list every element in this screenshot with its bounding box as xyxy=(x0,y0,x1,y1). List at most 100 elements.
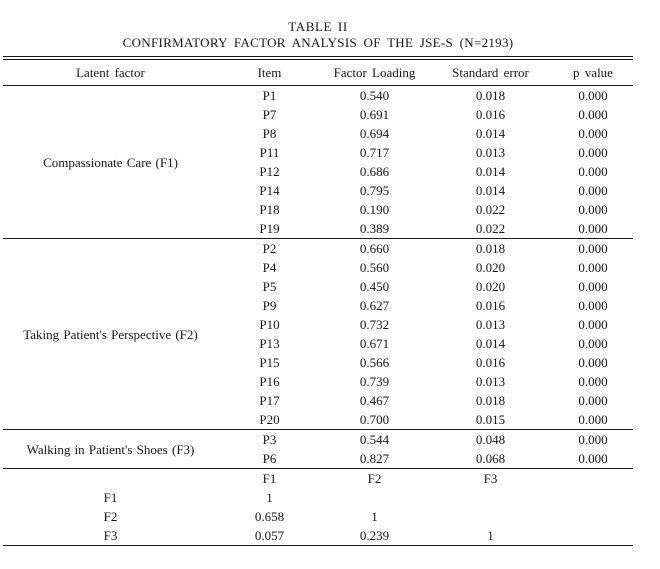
cell-p: 0.000 xyxy=(578,336,608,351)
cell-loading: 0.795 xyxy=(359,183,390,198)
cell-loading: 0.566 xyxy=(359,355,390,370)
cell-loading: 0.671 xyxy=(359,336,390,351)
cell-p: 0.000 xyxy=(578,393,608,408)
cell-loading: 0.467 xyxy=(359,393,390,408)
table-number: TABLE II xyxy=(288,19,348,34)
table-title: CONFIRMATORY FACTOR ANALYSIS OF THE JSE-… xyxy=(122,34,514,50)
cell-item: P6 xyxy=(262,451,277,466)
cell-se: 0.018 xyxy=(475,88,506,103)
table-row: P9 0.627 0.016 0.000 xyxy=(3,296,633,315)
cell-item: P8 xyxy=(262,126,277,141)
cell-p: 0.000 xyxy=(578,164,608,179)
table-caption: TABLE II CONFIRMATORY FACTOR ANALYSIS OF… xyxy=(3,19,633,51)
table-row: P17 0.467 0.018 0.000 xyxy=(3,391,633,410)
cell-loading: 0.389 xyxy=(359,221,390,236)
corr-cell: 1 xyxy=(487,528,494,543)
cell-p: 0.000 xyxy=(578,432,608,447)
col-header-factor-loading: Factor Loading xyxy=(321,58,428,86)
corr-header-row: F1 F2 F3 xyxy=(3,469,633,489)
cell-p: 0.000 xyxy=(578,183,608,198)
cell-p: 0.000 xyxy=(578,451,608,466)
cell-se: 0.018 xyxy=(475,241,506,256)
col-header-item: Item xyxy=(218,58,321,86)
table-row: Taking Patient's Perspective (F2) P2 0.6… xyxy=(3,239,633,340)
corr-col-header-f3: F3 xyxy=(483,471,498,486)
cell-p: 0.000 xyxy=(578,374,608,389)
cell-loading: 0.627 xyxy=(359,298,390,313)
col-header-latent-factor: Latent factor xyxy=(3,58,218,86)
table-row: P10 0.732 0.013 0.000 xyxy=(3,315,633,334)
table-row: Walking in Patient's Shoes (F3) P3 0.544… xyxy=(3,430,633,455)
correlation-matrix: F1 F2 F3 F1 1 F2 0.658 1 F3 0.05 xyxy=(3,468,633,546)
cell-item: P11 xyxy=(259,145,280,160)
cell-se: 0.014 xyxy=(475,164,506,179)
cell-p: 0.000 xyxy=(578,126,608,141)
group-label-f3: Walking in Patient's Shoes (F3) xyxy=(26,441,195,457)
corr-empty-cell xyxy=(3,469,218,489)
col-header-p-value: p value xyxy=(553,58,633,86)
cell-loading: 0.827 xyxy=(359,451,390,466)
group-f1: Compassionate Care (F1) P1 0.540 0.018 0… xyxy=(3,85,633,239)
corr-empty-cell xyxy=(553,469,633,489)
table-row: P6 0.827 0.068 0.000 xyxy=(3,449,633,469)
cell-se: 0.013 xyxy=(475,317,506,332)
table-row: P20 0.700 0.015 0.000 xyxy=(3,410,633,430)
group-label-f1: Compassionate Care (F1) xyxy=(43,154,178,170)
group-f3: Walking in Patient's Shoes (F3) P3 0.544… xyxy=(3,429,633,469)
cell-se: 0.016 xyxy=(475,355,506,370)
cell-loading: 0.450 xyxy=(359,279,390,294)
cell-p: 0.000 xyxy=(578,145,608,160)
cell-se: 0.020 xyxy=(475,279,506,294)
cell-se: 0.018 xyxy=(475,393,506,408)
group-label-f2: Taking Patient's Perspective (F2) xyxy=(23,326,198,342)
table-row: P4 0.560 0.020 0.000 xyxy=(3,258,633,277)
cell-item: P15 xyxy=(259,355,280,370)
corr-row: F1 1 xyxy=(3,488,633,507)
cell-p: 0.000 xyxy=(578,221,608,236)
corr-empty-cell xyxy=(553,526,633,546)
table-row: P16 0.739 0.013 0.000 xyxy=(3,372,633,391)
corr-col-header-f1: F1 xyxy=(262,471,277,486)
corr-col-header-f2: F2 xyxy=(367,471,382,486)
corr-cell xyxy=(428,488,553,507)
cell-se: 0.022 xyxy=(475,202,506,217)
cell-p: 0.000 xyxy=(578,317,608,332)
cell-se: 0.013 xyxy=(475,145,506,160)
cell-item: P3 xyxy=(262,432,277,447)
corr-cell: 0.658 xyxy=(254,509,285,524)
cell-loading: 0.691 xyxy=(359,107,390,122)
cell-item: P14 xyxy=(259,183,280,198)
corr-cell: 1 xyxy=(266,490,273,505)
cell-se: 0.048 xyxy=(475,432,506,447)
corr-cell: 0.239 xyxy=(359,528,390,543)
table-row: P19 0.389 0.022 0.000 xyxy=(3,219,633,239)
cell-loading: 0.660 xyxy=(359,241,390,256)
cell-loading: 0.717 xyxy=(359,145,390,160)
table-row: P13 0.671 0.014 0.000 xyxy=(3,334,633,353)
cell-item: P1 xyxy=(262,88,277,103)
cell-item: P13 xyxy=(259,336,280,351)
cell-item: P9 xyxy=(262,298,277,313)
cell-item: P2 xyxy=(262,241,277,256)
table-row: P11 0.717 0.013 0.000 xyxy=(3,143,633,162)
corr-cell: 0.057 xyxy=(254,528,285,543)
table-row: P5 0.450 0.020 0.000 xyxy=(3,277,633,296)
cell-se: 0.014 xyxy=(475,183,506,198)
cell-item: P7 xyxy=(262,107,277,122)
corr-empty-cell xyxy=(553,507,633,526)
table-row: Compassionate Care (F1) P1 0.540 0.018 0… xyxy=(3,86,633,168)
table-row: P8 0.694 0.014 0.000 xyxy=(3,124,633,143)
cell-se: 0.068 xyxy=(475,451,506,466)
cell-p: 0.000 xyxy=(578,279,608,294)
cfa-table: Latent factor Item Factor Loading Standa… xyxy=(3,56,633,546)
cell-loading: 0.540 xyxy=(359,88,390,103)
table-header: Latent factor Item Factor Loading Standa… xyxy=(3,58,633,86)
cell-item: P10 xyxy=(259,317,280,332)
cell-item: P18 xyxy=(259,202,280,217)
corr-row-label: F1 xyxy=(103,490,118,505)
cell-p: 0.000 xyxy=(578,298,608,313)
corr-cell: 1 xyxy=(371,509,378,524)
table-row: P18 0.190 0.022 0.000 xyxy=(3,200,633,219)
cell-se: 0.016 xyxy=(475,298,506,313)
